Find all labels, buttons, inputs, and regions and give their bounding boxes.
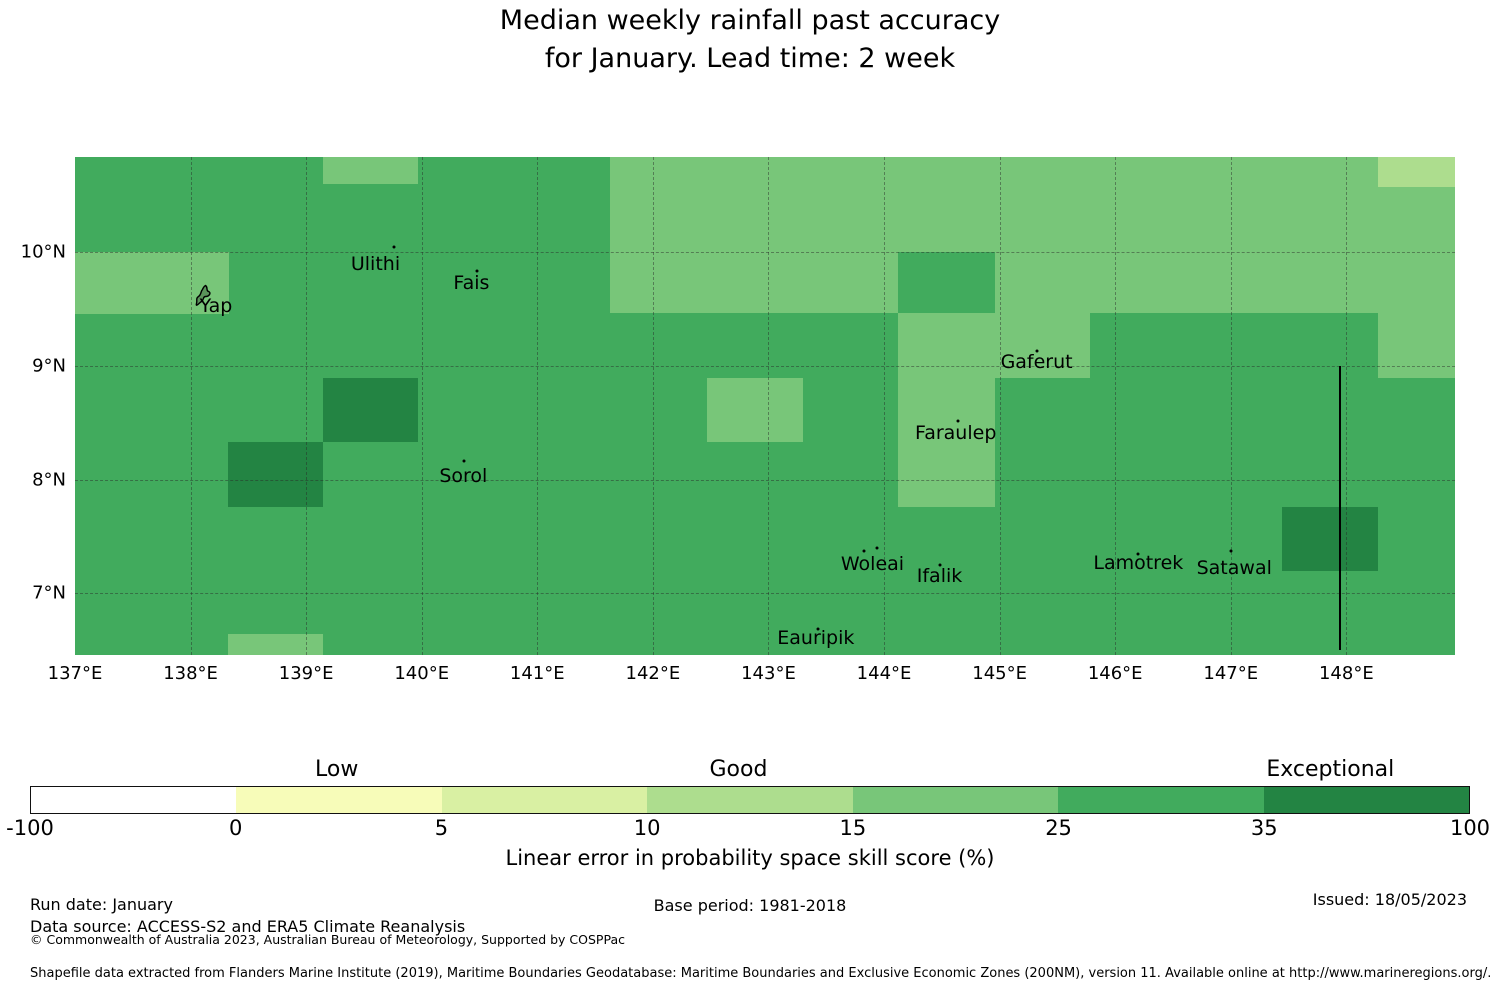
x-tick-147°E: 147°E <box>1203 663 1259 684</box>
colorbar-tick-5: 5 <box>434 816 449 840</box>
colorbar-tick-0: 0 <box>229 816 243 840</box>
colorbar-tick-35: 35 <box>1250 816 1278 840</box>
colorbar <box>30 786 1470 814</box>
map-cell-15-25 <box>75 251 229 315</box>
map-cell-15-25 <box>897 313 995 507</box>
x-tick-144°E: 144°E <box>856 663 912 684</box>
gridline-meridian <box>537 157 539 655</box>
colorbar-category-exceptional: Exceptional <box>1266 757 1395 782</box>
island-marker-ifalik <box>938 563 942 567</box>
map-cell-35-100 <box>1281 506 1378 571</box>
data-source-text: Data source: ACCESS-S2 and ERA5 Climate … <box>30 917 466 936</box>
map-cell-15-25 <box>610 157 1455 314</box>
gridline-meridian <box>1230 157 1232 655</box>
colorbar-axis-label: Linear error in probability space skill … <box>505 846 995 870</box>
gridline-meridian <box>1346 157 1348 655</box>
colorbar-segment-15-25 <box>852 787 1059 813</box>
y-tick-10°N: 10°N <box>20 241 66 263</box>
colorbar-segment-35-100 <box>1263 787 1469 813</box>
island-label-lamotrek: Lamotrek <box>1093 551 1184 574</box>
gridline-meridian <box>884 157 886 655</box>
gridline-parallel <box>75 479 1455 481</box>
island-label-eauripik: Eauripik <box>777 626 855 649</box>
map-cell-15-25 <box>227 634 324 655</box>
copyright-text: © Commonwealth of Australia 2023, Austra… <box>30 932 625 947</box>
island-label-fais: Fais <box>453 272 490 295</box>
island-marker-eauripik <box>816 627 820 631</box>
title-line-2: for January. Lead time: 2 week <box>544 43 956 74</box>
x-tick-138°E: 138°E <box>163 663 218 684</box>
island-label-ulithi: Ulithi <box>350 253 401 276</box>
gridline-meridian <box>190 157 192 655</box>
colorbar-tick-15: 15 <box>839 816 867 840</box>
island-label-faraulep: Faraulep <box>915 421 997 444</box>
colorbar-segment-10-15 <box>647 787 853 813</box>
colorbar-tick-25: 25 <box>1045 816 1072 840</box>
island-label-gaferut: Gaferut <box>1000 351 1073 374</box>
island-marker-ulithi <box>392 245 396 249</box>
eez-boundary-line <box>1339 365 1342 651</box>
island-marker-woleai <box>862 549 866 553</box>
chart-title: Median weekly rainfall past accuracy for… <box>0 2 1500 78</box>
map-cell-10-15 <box>1377 157 1455 187</box>
island-marker-sorol <box>462 459 466 463</box>
gridline-meridian <box>999 157 1001 655</box>
gridline-meridian <box>652 157 654 655</box>
y-tick-8°N: 8°N <box>32 469 66 490</box>
issued-date-text: Issued: 18/05/2023 <box>1312 890 1467 909</box>
x-tick-145°E: 145°E <box>972 663 1027 684</box>
x-tick-140°E: 140°E <box>394 663 450 684</box>
island-marker-fais <box>475 269 479 273</box>
island-marker-gaferut <box>1035 349 1039 353</box>
y-tick-9°N: 9°N <box>32 355 66 377</box>
shapefile-note-text: Shapefile data extracted from Flanders M… <box>30 966 1492 981</box>
island-label-sorol: Sorol <box>439 465 488 488</box>
x-tick-148°E: 148°E <box>1318 663 1374 684</box>
island-marker-woleai-2 <box>875 546 879 550</box>
x-tick-143°E: 143°E <box>741 663 796 684</box>
colorbar-tick--100: -100 <box>6 816 54 840</box>
gridline-parallel <box>75 593 1455 595</box>
gridline-meridian <box>768 157 770 655</box>
rainfall-skill-map: Yap Ulithi Fais Sorol Gaferut Faraulep Woleai I… <box>75 157 1455 655</box>
map-cell-15-25 <box>323 157 419 185</box>
map-cell-25-35 <box>897 251 995 314</box>
island-marker-satawal <box>1229 549 1233 553</box>
map-cell-35-100 <box>323 378 419 442</box>
gridline-parallel <box>75 251 1455 253</box>
island-marker-lamotrek <box>1136 552 1140 556</box>
yap-island-outline-icon <box>194 284 215 310</box>
map-cell-35-100 <box>227 441 324 507</box>
colorbar-segment-5-10 <box>441 787 648 813</box>
island-label-ifalik: Ifalik <box>916 565 963 588</box>
y-tick-7°N: 7°N <box>32 582 66 604</box>
gridline-meridian <box>1115 157 1117 655</box>
map-cell-15-25 <box>707 378 804 442</box>
island-marker-faraulep <box>956 419 960 423</box>
x-tick-141°E: 141°E <box>509 663 565 684</box>
colorbar-segment-25-35 <box>1058 787 1264 813</box>
x-tick-139°E: 139°E <box>278 663 334 684</box>
colorbar-tick-10: 10 <box>633 816 661 840</box>
island-label-satawal: Satawal <box>1196 557 1272 580</box>
island-label-yap: Yap <box>199 295 233 318</box>
colorbar-segment-0-5 <box>236 787 442 813</box>
colorbar-segment--100-0 <box>31 787 237 813</box>
title-line-1: Median weekly rainfall past accuracy <box>499 5 1001 36</box>
map-cell-15-25 <box>995 313 1090 379</box>
gridline-meridian <box>421 157 423 655</box>
colorbar-category-good: Good <box>709 757 768 782</box>
base-period-text: Base period: 1981-2018 <box>653 896 847 915</box>
x-tick-146°E: 146°E <box>1087 663 1143 684</box>
colorbar-category-low: Low <box>315 757 359 782</box>
colorbar-tick-100: 100 <box>1449 816 1491 840</box>
gridline-parallel <box>75 365 1455 367</box>
island-label-woleai: Woleai <box>840 552 905 575</box>
x-tick-137°E: 137°E <box>47 663 103 684</box>
x-tick-142°E: 142°E <box>625 663 681 684</box>
gridline-meridian <box>306 157 308 655</box>
run-date-text: Run date: January <box>30 895 173 914</box>
map-cell-15-25 <box>1377 313 1455 379</box>
